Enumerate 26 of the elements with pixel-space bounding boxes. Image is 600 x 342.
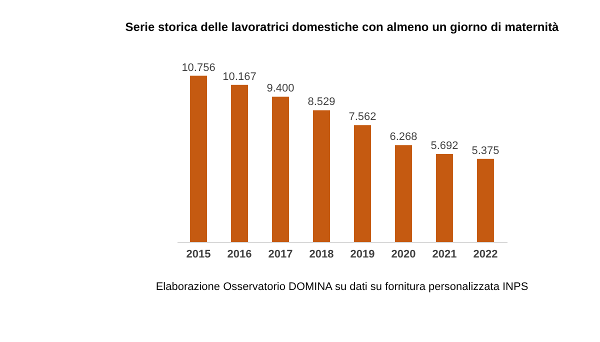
data-label: 10.756 <box>182 62 216 74</box>
data-label: 6.268 <box>390 131 418 144</box>
chart-title: Serie storica delle lavoratrici domestiche con almeno un giorno di maternità <box>125 20 560 34</box>
data-label: 5.375 <box>472 144 500 157</box>
x-tick-label: 2015 <box>186 248 211 260</box>
x-tick-label: 2017 <box>268 248 293 260</box>
data-label: 8.529 <box>308 96 336 108</box>
bar <box>190 76 208 242</box>
x-tick-label: 2018 <box>309 248 334 260</box>
bar <box>394 145 412 242</box>
x-tick-label: 2019 <box>350 248 375 260</box>
bar <box>313 110 330 242</box>
text: Elaborazione Osservatorio DOMINA su dati su fornitura personalizzata INPS <box>156 281 528 293</box>
data-label: 7.562 <box>348 111 376 124</box>
bar <box>436 154 453 242</box>
bar <box>476 158 494 242</box>
data-label: 9.400 <box>266 82 294 95</box>
x-tick-label: 2022 <box>473 248 498 260</box>
data-label: 10.167 <box>222 70 256 83</box>
x-tick-label: 2021 <box>432 248 457 260</box>
bar <box>231 84 248 242</box>
bar <box>272 96 290 242</box>
data-label: 5.692 <box>430 140 458 152</box>
x-tick-label: 2020 <box>391 248 416 260</box>
x-tick-label: 2016 <box>227 248 252 260</box>
bar <box>354 125 371 242</box>
